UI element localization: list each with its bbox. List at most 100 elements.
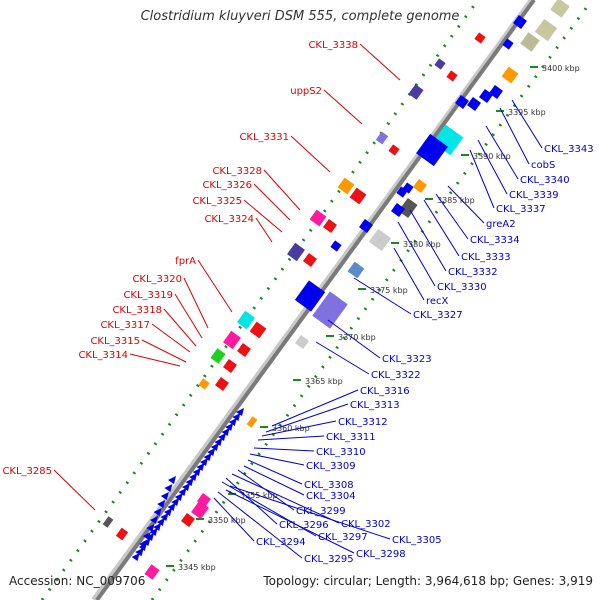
reverse-gene-label: CKL_3316: [360, 386, 410, 397]
gene-feature-arrow: [196, 463, 205, 471]
gene-feature: [479, 89, 493, 103]
gene-feature: [287, 242, 305, 262]
ruler-tick-label: 3395 kbp: [508, 108, 546, 117]
forward-leader-line: [141, 339, 187, 363]
gene-feature-arrow: [153, 508, 162, 516]
gene-feature-arrow: [182, 483, 190, 491]
gene-feature: [359, 219, 373, 233]
gene-feature-arrow: [135, 548, 144, 556]
reverse-gene-label: recX: [426, 296, 449, 307]
reverse-gene-label: CKL_3323: [382, 354, 432, 365]
forward-leader-line: [253, 183, 291, 221]
forward-gene-label: CKL_3318: [112, 305, 162, 316]
ruler-tick-label: 3365 kbp: [305, 377, 343, 386]
gene-feature: [550, 0, 570, 18]
reverse-leader-line: [469, 149, 495, 209]
forward-gene-label: CKL_3285: [2, 466, 52, 477]
reverse-gene-label: CKL_3309: [306, 461, 356, 472]
reverse-leader-line: [249, 453, 305, 466]
gene-feature-arrow: [160, 513, 169, 521]
reverse-gene-label: CKL_3333: [461, 252, 511, 263]
forward-leader-line: [290, 135, 331, 173]
feature-layer: [102, 0, 570, 580]
forward-gene-label: uppS2: [290, 86, 322, 97]
gene-feature: [295, 335, 309, 349]
gene-feature: [474, 32, 486, 44]
reverse-leader-line: [447, 185, 485, 224]
gene-feature-arrow: [178, 488, 187, 496]
gene-feature: [215, 377, 229, 391]
gene-feature-arrow: [207, 448, 216, 456]
gene-feature-arrow: [185, 478, 194, 486]
reverse-leader-line: [265, 403, 349, 433]
gene-feature-arrow: [156, 518, 165, 526]
gene-feature: [181, 513, 195, 527]
reverse-gene-label: CKL_3337: [496, 204, 546, 215]
reverse-leader-line: [253, 447, 315, 452]
gene-feature: [455, 95, 469, 109]
reverse-gene-label: greA2: [486, 219, 516, 230]
map-title: Clostridium kluyveri DSM 555, complete g…: [140, 9, 460, 24]
forward-gene-label: CKL_3325: [192, 196, 242, 207]
gene-feature-arrow: [142, 532, 151, 540]
gene-feature-arrow: [131, 553, 140, 561]
reverse-gene-label: CKL_3322: [371, 370, 421, 381]
reverse-gene-label: CKL_3313: [350, 400, 400, 411]
gene-feature: [416, 133, 448, 167]
gene-feature: [413, 179, 427, 193]
forward-gene-label: CKL_3324: [204, 214, 254, 225]
gene-feature: [520, 32, 540, 52]
gene-feature-arrow: [232, 413, 241, 421]
gene-feature-arrow: [192, 468, 201, 476]
reverse-gene-label: CKL_3312: [338, 417, 388, 428]
gene-feature-arrow: [146, 533, 154, 541]
reverse-leader-line: [229, 485, 391, 540]
reverse-leader-line: [261, 420, 337, 437]
forward-gene-label: CKL_3320: [132, 274, 182, 285]
reverse-leader-line: [397, 221, 436, 287]
gene-feature: [237, 310, 255, 330]
forward-leader-line: [323, 89, 363, 125]
gene-feature-arrow: [139, 540, 148, 548]
reverse-gene-labels: CKL_3343 cobS CKL_3340 CKL_3339 CKL_3337 greA…: [213, 99, 594, 565]
ruler-tick-label: 3380 kbp: [403, 240, 441, 249]
gene-feature-arrow: [174, 493, 183, 501]
gene-feature: [237, 343, 251, 357]
reverse-gene-label: cobS: [531, 160, 555, 171]
forward-leader-line: [151, 323, 191, 353]
reverse-gene-label: CKL_3332: [448, 267, 498, 278]
gene-feature: [144, 564, 160, 580]
reverse-leader-line: [225, 477, 278, 525]
gene-feature: [501, 66, 519, 84]
gene-feature: [223, 359, 237, 373]
forward-leader-line: [197, 259, 233, 313]
gene-feature-arrow: [153, 523, 162, 531]
gene-feature: [349, 187, 367, 205]
gene-feature-arrow: [150, 516, 158, 524]
accession-text: Accession: NC_009706: [9, 574, 146, 588]
inner-dotted-track: [150, 0, 594, 600]
reverse-leader-line: [353, 277, 412, 315]
gene-feature: [323, 219, 337, 233]
gene-feature: [396, 186, 408, 198]
gene-feature-arrow: [168, 476, 176, 484]
gene-feature-arrow: [203, 453, 212, 461]
reverse-gene-label: CKL_3343: [544, 144, 594, 155]
reverse-gene-label: CKL_3308: [304, 480, 354, 491]
reverse-gene-label: CKL_3296: [279, 520, 329, 531]
gene-feature-arrow: [171, 498, 180, 506]
forward-leader-line: [174, 293, 203, 339]
gene-feature-arrow: [160, 492, 169, 500]
gene-feature-arrow: [149, 528, 158, 536]
gene-feature-arrow: [218, 433, 226, 441]
gene-feature-arrow: [146, 524, 155, 532]
reverse-leader-line: [393, 247, 425, 301]
reverse-gene-label: CKL_3334: [470, 235, 520, 246]
reverse-leader-line: [213, 497, 255, 542]
gene-feature-arrow: [225, 423, 234, 431]
reverse-gene-label: CKL_3305: [392, 535, 442, 546]
reverse-gene-label: CKL_3304: [306, 491, 356, 502]
forward-leader-line: [129, 353, 181, 367]
